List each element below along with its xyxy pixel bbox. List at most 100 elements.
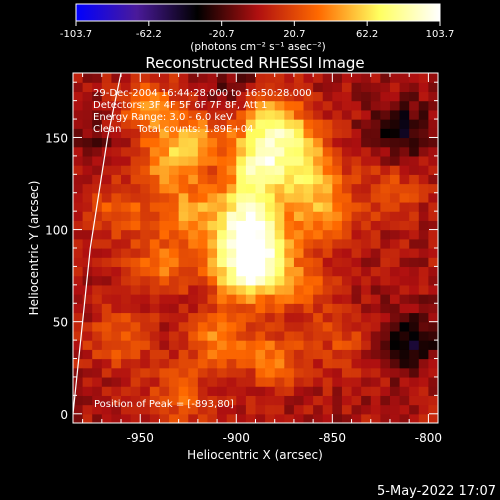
image-pixel xyxy=(284,386,295,396)
image-pixel xyxy=(322,275,333,286)
image-pixel xyxy=(313,82,324,93)
image-pixel xyxy=(322,220,333,231)
image-pixel xyxy=(236,340,247,350)
image-pixel xyxy=(130,386,141,396)
image-pixel xyxy=(82,211,93,221)
image-pixel xyxy=(265,183,276,194)
image-pixel xyxy=(178,248,189,258)
image-pixel xyxy=(226,119,237,129)
image-pixel xyxy=(245,192,257,203)
image-pixel xyxy=(370,413,381,423)
image-pixel xyxy=(428,220,438,231)
image-pixel xyxy=(361,340,372,350)
image-pixel xyxy=(226,238,237,249)
image-pixel xyxy=(130,303,141,314)
image-pixel xyxy=(188,321,199,332)
image-pixel xyxy=(351,128,362,139)
image-pixel xyxy=(284,73,295,83)
image-pixel xyxy=(149,340,161,350)
image-pixel xyxy=(159,367,170,378)
image-pixel xyxy=(332,82,343,93)
image-pixel xyxy=(226,376,237,387)
image-pixel xyxy=(322,386,333,396)
image-pixel xyxy=(255,192,266,203)
image-pixel xyxy=(226,404,237,415)
x-axis-label: Heliocentric X (arcsec) xyxy=(187,448,323,462)
image-pixel xyxy=(341,303,353,314)
image-pixel xyxy=(418,404,429,415)
image-pixel xyxy=(111,413,122,423)
image-pixel xyxy=(255,73,266,83)
image-pixel xyxy=(188,165,199,175)
solar-limb-line xyxy=(73,73,122,414)
image-pixel xyxy=(332,137,343,148)
image-pixel xyxy=(332,395,343,406)
image-pixel xyxy=(217,82,228,93)
image-pixel xyxy=(332,266,343,277)
image-pixel xyxy=(101,386,113,396)
image-pixel xyxy=(92,367,103,378)
image-pixel xyxy=(399,137,410,148)
image-pixel xyxy=(389,229,401,240)
image-pixel xyxy=(101,404,113,415)
image-pixel xyxy=(370,192,381,203)
image-pixel xyxy=(111,367,122,378)
image-pixel xyxy=(303,174,314,185)
image-pixel xyxy=(274,220,285,231)
image-pixel xyxy=(370,128,381,139)
image-pixel xyxy=(389,146,401,157)
image-pixel xyxy=(188,413,199,423)
image-pixel xyxy=(188,386,199,396)
image-pixel xyxy=(245,165,257,175)
image-pixel xyxy=(351,73,362,83)
image-pixel xyxy=(149,82,161,93)
image-pixel xyxy=(303,367,314,378)
image-pixel xyxy=(226,174,237,185)
image-pixel xyxy=(188,109,199,120)
image-pixel xyxy=(217,91,228,102)
image-pixel xyxy=(217,201,228,212)
image-pixel xyxy=(303,201,314,212)
image-pixel xyxy=(313,201,324,212)
image-pixel xyxy=(130,192,141,203)
image-pixel xyxy=(188,128,199,139)
image-pixel xyxy=(140,174,151,185)
image-pixel xyxy=(236,137,247,148)
image-pixel xyxy=(293,294,305,304)
image-pixel xyxy=(101,201,113,212)
image-pixel xyxy=(92,91,103,102)
image-pixel xyxy=(389,257,401,268)
image-pixel xyxy=(313,165,324,175)
image-pixel xyxy=(341,91,353,102)
image-pixel xyxy=(351,275,362,286)
image-pixel xyxy=(284,192,295,203)
image-pixel xyxy=(265,404,276,415)
image-pixel xyxy=(111,358,122,369)
colorbar-unit-label: (photons cm⁻² s⁻¹ asec⁻²) xyxy=(190,41,325,53)
image-pixel xyxy=(188,248,199,258)
image-pixel xyxy=(101,376,113,387)
image-pixel xyxy=(370,82,381,93)
image-pixel xyxy=(178,303,189,314)
image-pixel xyxy=(361,413,372,423)
image-pixel xyxy=(265,174,276,185)
image-pixel xyxy=(322,413,333,423)
image-pixel xyxy=(73,367,84,378)
image-pixel xyxy=(399,404,410,415)
image-pixel xyxy=(409,155,420,166)
image-pixel xyxy=(130,119,141,129)
image-pixel xyxy=(159,155,170,166)
image-pixel xyxy=(255,174,266,185)
image-pixel xyxy=(418,257,429,268)
image-pixel xyxy=(255,165,266,175)
image-pixel xyxy=(341,155,353,166)
image-pixel xyxy=(389,128,401,139)
image-pixel xyxy=(255,119,266,129)
image-pixel xyxy=(418,284,429,295)
image-pixel xyxy=(188,119,199,129)
image-pixel xyxy=(197,303,209,314)
image-pixel xyxy=(73,321,84,332)
image-pixel xyxy=(178,119,189,129)
image-pixel xyxy=(226,220,237,231)
image-pixel xyxy=(111,155,122,166)
